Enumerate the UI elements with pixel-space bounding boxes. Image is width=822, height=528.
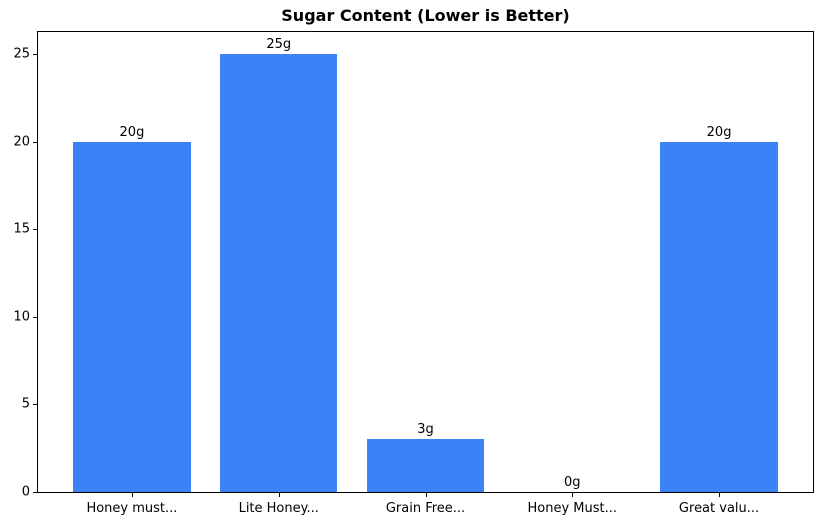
x-tick-mark	[425, 493, 427, 497]
bar	[73, 141, 191, 492]
chart-title: Sugar Content (Lower is Better)	[281, 6, 570, 25]
bar-value-label: 3g	[417, 422, 434, 438]
x-tick-mark	[131, 493, 133, 497]
y-tick-mark	[33, 492, 37, 493]
bar	[366, 439, 485, 492]
x-tick-label: Lite Honey...	[238, 501, 319, 516]
x-tick-mark	[572, 493, 574, 497]
bar-value-label: 20g	[119, 124, 145, 140]
y-tick-label: 25	[13, 46, 30, 62]
bar-value-label: 25g	[266, 36, 292, 52]
x-tick-label: Honey must...	[86, 501, 178, 516]
y-tick-label: 15	[13, 221, 30, 237]
y-tick-mark	[33, 316, 37, 318]
y-tick-label: 10	[13, 309, 30, 325]
y-tick-mark	[33, 404, 37, 406]
plot-area: 20g Honey must... 25g Lite Honey... 3g Grain …	[13, 31, 814, 516]
y-tick-label: 20	[13, 134, 30, 150]
bar	[220, 53, 338, 492]
x-tick-mark	[278, 493, 280, 497]
y-tick-mark	[33, 229, 37, 231]
x-tick-mark	[719, 493, 721, 497]
x-tick-label: Great valu...	[678, 501, 760, 516]
y-tick-label: 5	[21, 396, 30, 412]
x-tick-label: Honey Must...	[527, 501, 618, 516]
bar-value-label: 0g	[564, 475, 581, 490]
bar-value-label: 20g	[706, 124, 732, 140]
bar	[660, 141, 778, 492]
x-tick-label: Grain Free...	[385, 501, 466, 516]
y-tick-mark	[33, 141, 37, 143]
y-tick-label: 0	[21, 484, 30, 500]
y-tick-mark	[33, 53, 37, 55]
